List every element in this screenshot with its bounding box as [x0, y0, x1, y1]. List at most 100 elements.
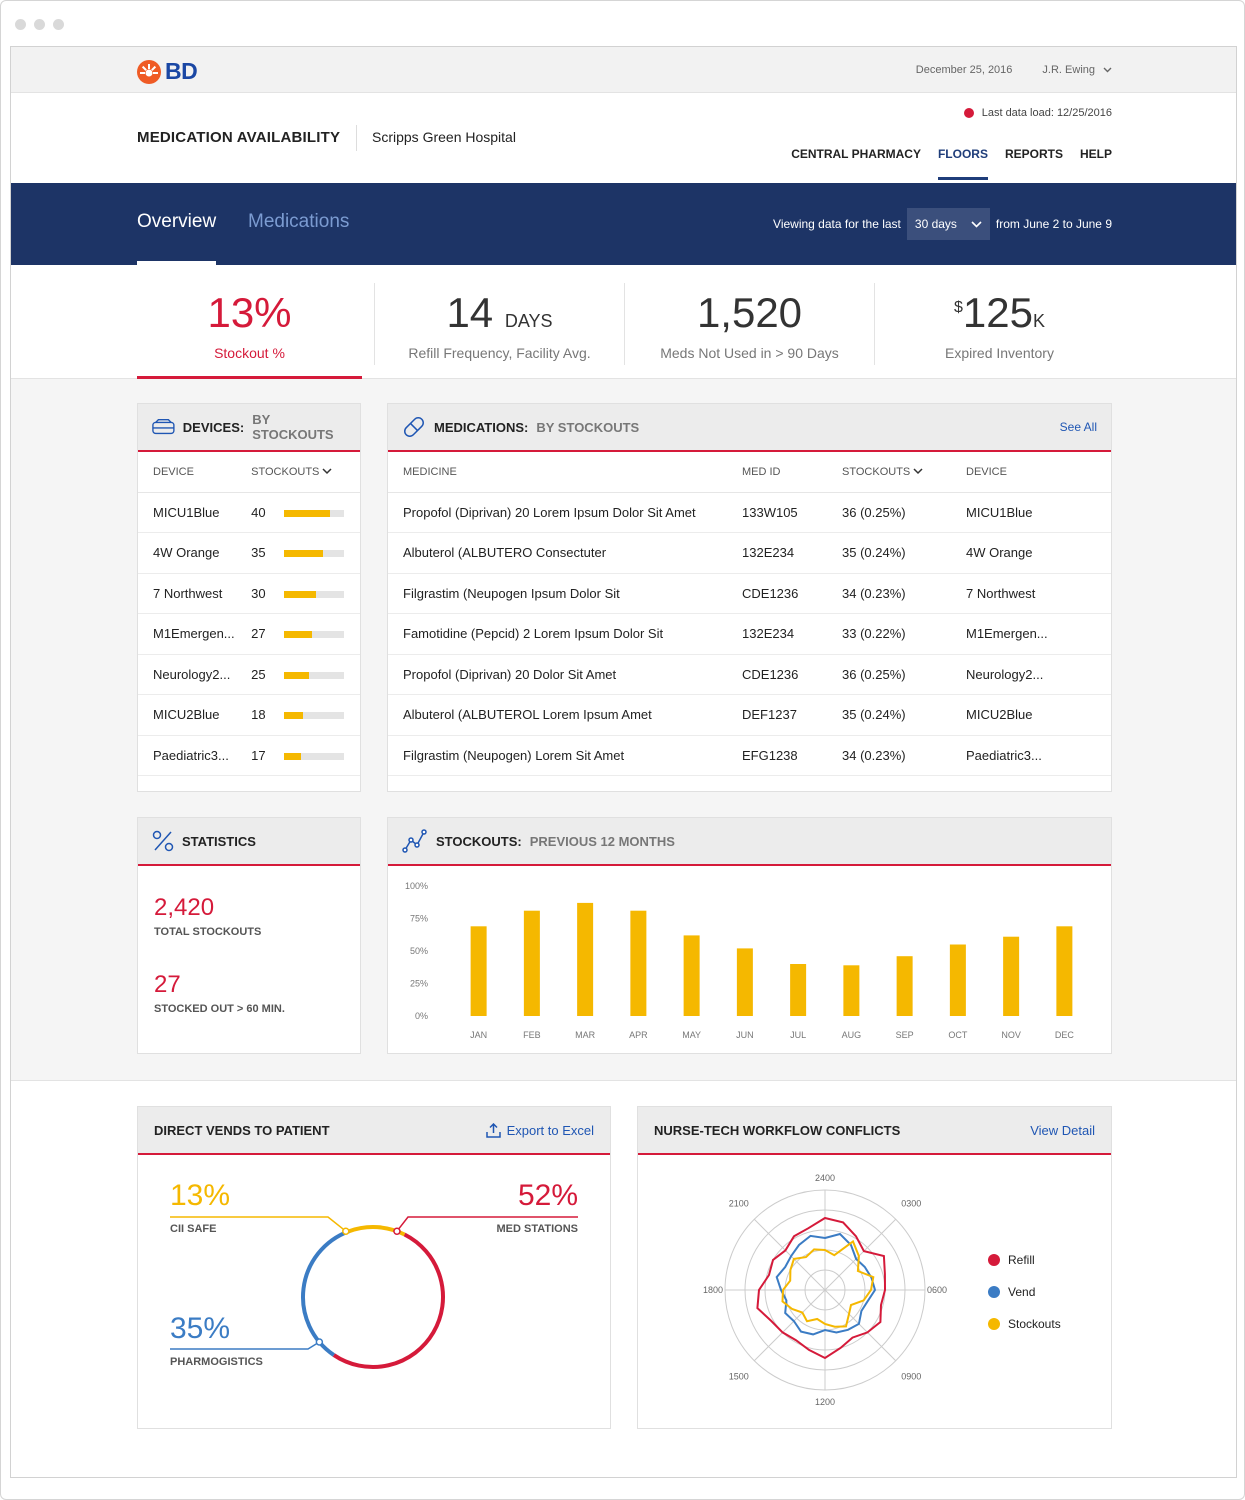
- kpi-expired[interactable]: $125K Expired Inventory: [887, 265, 1112, 379]
- legend-item[interactable]: Vend: [988, 1285, 1061, 1299]
- radar-series[interactable]: [775, 1232, 877, 1336]
- stockouts-chart-panel: STOCKOUTS: PREVIOUS 12 MONTHS 100% 75% 50%…: [387, 817, 1112, 1054]
- col-device[interactable]: DEVICE: [138, 452, 252, 493]
- med-stockouts: 36 (0.25%): [842, 492, 966, 533]
- user-name: J.R. Ewing: [1042, 64, 1095, 76]
- medicine-name: Albuterol (ALBUTEROL Lorem Ipsum Amet: [388, 694, 742, 736]
- x-tick-label: JAN: [470, 1030, 487, 1040]
- stockout-bar-fill: [284, 631, 313, 639]
- nav-help[interactable]: HELP: [1079, 147, 1112, 161]
- table-row[interactable]: Albuterol (ALBUTEROL Lorem Ipsum Amet DEF…: [388, 694, 1111, 736]
- bar-jul[interactable]: [790, 964, 807, 1016]
- window-dot[interactable]: [15, 19, 26, 30]
- table-row[interactable]: 7 Northwest 30: [138, 573, 360, 614]
- radar-series[interactable]: [781, 1239, 875, 1328]
- table-row[interactable]: Neurology2... 25: [138, 654, 360, 695]
- bar-mar[interactable]: [577, 902, 594, 1016]
- view-detail-link[interactable]: View Detail: [1030, 1122, 1095, 1138]
- y-tick-label: 25%: [410, 979, 428, 989]
- panel-header: DEVICES: BY STOCKOUTS: [138, 404, 360, 452]
- legend-dot-icon: [988, 1318, 1000, 1330]
- brand-name: BD: [165, 58, 198, 84]
- nav-central-pharmacy[interactable]: CENTRAL PHARMACY: [791, 147, 921, 161]
- radar-axis-label: 1500: [729, 1371, 749, 1381]
- kpi-refill[interactable]: 14 DAYS Refill Frequency, Facility Avg.: [387, 265, 612, 379]
- panel-header: NURSE-TECH WORKFLOW CONFLICTS View Detai…: [638, 1107, 1111, 1155]
- table-row[interactable]: Filgrastim (Neupogen Ipsum Dolor Sit CDE1…: [388, 573, 1111, 614]
- med-device: Paediatric3...: [966, 735, 1111, 776]
- x-tick-label: NOV: [1001, 1030, 1021, 1040]
- leader-dot: [393, 1227, 401, 1235]
- bar-oct[interactable]: [949, 944, 966, 1017]
- kpi-stockout[interactable]: 13% Stockout %: [137, 265, 362, 379]
- panel-title: DEVICES:: [182, 419, 245, 435]
- vends-donut-chart: [170, 1216, 578, 1369]
- bar-aug[interactable]: [843, 965, 860, 1016]
- leader-line: [396, 1216, 578, 1232]
- bar-feb[interactable]: [523, 910, 540, 1016]
- table-row[interactable]: Propofol (Diprivan) 20 Dolor Sit Amet CDE…: [388, 654, 1111, 695]
- dashboard-body: DEVICES: BY STOCKOUTS DEVICE STOCKOUTS M…: [11, 379, 1236, 1080]
- bar-may[interactable]: [683, 935, 700, 1016]
- bar-nov[interactable]: [1003, 936, 1020, 1016]
- date-range-filter: Viewing data for the last 30 days from J…: [773, 208, 1112, 240]
- table-row[interactable]: Paediatric3... 17: [138, 735, 360, 776]
- table-row[interactable]: Filgrastim (Neupogen) Lorem Sit Amet EFG1…: [388, 735, 1111, 776]
- panel-header: STATISTICS: [138, 818, 360, 866]
- window-dot[interactable]: [53, 19, 64, 30]
- legend-item[interactable]: Refill: [988, 1253, 1061, 1267]
- donut-segment[interactable]: [332, 1232, 445, 1369]
- bar-jun[interactable]: [736, 948, 753, 1016]
- bar-jan[interactable]: [470, 926, 487, 1016]
- legend-dot-icon: [988, 1286, 1000, 1298]
- radar-series[interactable]: [756, 1216, 887, 1360]
- tab-overview[interactable]: Overview: [137, 211, 217, 232]
- table-row[interactable]: MICU2Blue 18: [138, 694, 360, 736]
- table-row[interactable]: MICU1Blue 40: [138, 492, 360, 533]
- window-dot[interactable]: [34, 19, 45, 30]
- kpi-divider: [874, 283, 875, 365]
- kpi-meds-not-used[interactable]: 1,520 Meds Not Used in > 90 Days: [637, 265, 862, 379]
- donut-segment[interactable]: [301, 1229, 350, 1357]
- range-value: 30 days: [914, 217, 957, 231]
- table-header-row: MEDICINE MED ID STOCKOUTS DEVICE: [388, 452, 1111, 493]
- legend-dot-icon: [988, 1254, 1000, 1266]
- med-stockouts: 33 (0.22%): [842, 613, 966, 655]
- table-row[interactable]: 4W Orange 35: [138, 532, 360, 574]
- col-stockouts-sort[interactable]: STOCKOUTS: [251, 452, 360, 493]
- range-dropdown[interactable]: 30 days: [906, 208, 990, 240]
- table-row[interactable]: M1Emergen... 27: [138, 613, 360, 655]
- col-device[interactable]: DEVICE: [966, 452, 1111, 493]
- bar-apr[interactable]: [630, 910, 647, 1016]
- bar-dec[interactable]: [1056, 926, 1073, 1016]
- legend-item[interactable]: Stockouts: [988, 1317, 1061, 1331]
- col-medicine[interactable]: MEDICINE: [388, 452, 742, 493]
- nav-floors[interactable]: FLOORS: [937, 147, 988, 180]
- stockout-bar-fill: [284, 509, 331, 517]
- medications-table: MEDICINE MED ID STOCKOUTS DEVICE Propofo…: [388, 452, 1111, 776]
- bar-sep[interactable]: [896, 956, 913, 1016]
- radar-axis-label: 0600: [927, 1285, 947, 1295]
- radar-legend: Refill Vend Stockouts: [988, 1253, 1061, 1349]
- x-tick-label: JUN: [736, 1030, 754, 1040]
- table-row[interactable]: Famotidine (Pepcid) 2 Lorem Ipsum Dolor …: [388, 613, 1111, 655]
- radar-axis: [824, 1218, 897, 1291]
- col-med-id[interactable]: MED ID: [742, 452, 842, 493]
- window-controls: [15, 19, 64, 30]
- col-stockouts-sort[interactable]: STOCKOUTS: [842, 452, 966, 493]
- tab-medications[interactable]: Medications: [248, 211, 350, 232]
- panel-title: DIRECT VENDS TO PATIENT: [154, 1122, 330, 1138]
- stockout-bar: [284, 509, 345, 517]
- medications-table-body: Propofol (Diprivan) 20 Lorem Ipsum Dolor…: [388, 492, 1111, 776]
- table-row[interactable]: Albuterol (ALBUTERO Consectuter 132E234 35…: [388, 532, 1111, 574]
- table-row[interactable]: Propofol (Diprivan) 20 Lorem Ipsum Dolor…: [388, 492, 1111, 533]
- kpi-value: 125: [962, 289, 1033, 336]
- export-excel-button[interactable]: Export to Excel: [485, 1122, 594, 1138]
- user-menu[interactable]: J.R. Ewing: [1042, 64, 1112, 76]
- med-stockouts: 34 (0.23%): [842, 735, 966, 776]
- see-all-link[interactable]: See All: [1059, 420, 1097, 434]
- brand-logo[interactable]: BD: [137, 58, 198, 85]
- medicine-name: Famotidine (Pepcid) 2 Lorem Ipsum Dolor …: [388, 613, 742, 655]
- nav-reports[interactable]: REPORTS: [1004, 147, 1063, 161]
- radar-axis: [753, 1289, 826, 1362]
